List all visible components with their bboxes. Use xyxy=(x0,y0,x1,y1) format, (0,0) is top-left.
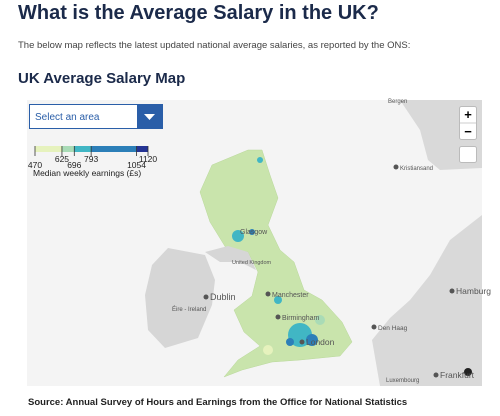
legend-title: Median weekly earnings (£s) xyxy=(33,168,141,178)
info-button[interactable] xyxy=(464,368,472,376)
area xyxy=(306,334,318,346)
legend-segment xyxy=(61,146,75,152)
legend-label: 696 xyxy=(67,160,81,170)
place-label: Dublin xyxy=(210,292,236,302)
legend-label: 793 xyxy=(84,154,98,164)
place-label: Glasgow xyxy=(240,229,268,236)
place-label: Manchester xyxy=(272,292,309,299)
place-label: Birmingham xyxy=(282,315,320,322)
legend-label: 470 xyxy=(28,160,42,170)
city-dot xyxy=(299,339,305,345)
area xyxy=(286,338,294,346)
area xyxy=(249,229,255,235)
city-dot xyxy=(393,164,399,170)
dropdown-text: Select an area xyxy=(35,112,100,123)
legend-segment xyxy=(136,146,148,152)
city-dot xyxy=(203,294,209,300)
place-label: Frankfurt xyxy=(440,370,475,380)
land-northern-ireland xyxy=(205,246,256,270)
city-dot xyxy=(265,291,271,297)
zoom-control: + − xyxy=(459,106,477,376)
reset-button[interactable] xyxy=(459,146,477,163)
map-heading: UK Average Salary Map xyxy=(18,70,186,87)
land-ireland xyxy=(145,248,215,348)
place-label: United Kingdom xyxy=(232,260,272,266)
dropdown-arrow xyxy=(144,114,155,120)
place-label: Luxembourg xyxy=(386,378,419,384)
city-dot xyxy=(371,324,377,330)
legend-segment xyxy=(35,146,62,152)
legend-label: 625 xyxy=(55,154,69,164)
salary-areas xyxy=(232,157,325,355)
page-title: What is the Average Salary in the UK? xyxy=(18,2,379,24)
city-dot xyxy=(433,372,439,378)
place-label: Kristiansand xyxy=(400,166,433,172)
area xyxy=(232,230,244,242)
zoom-in[interactable]: + xyxy=(464,107,472,122)
city-dot xyxy=(275,314,281,320)
place-label: Bergen xyxy=(388,99,407,105)
city-dot xyxy=(449,288,455,294)
source: Source: Annual Survey of Hours and Earni… xyxy=(28,397,408,408)
legend-label: 1054 xyxy=(127,160,146,170)
legend-label: 1120 xyxy=(139,154,158,164)
place-label: Hamburg xyxy=(456,286,491,296)
area xyxy=(315,315,325,325)
area xyxy=(288,323,312,347)
legend-segment xyxy=(74,146,92,152)
place-label: Éire - Ireland xyxy=(172,306,206,313)
land-europe xyxy=(372,215,482,386)
area xyxy=(274,296,282,304)
place-label: London xyxy=(306,337,335,347)
intro: The below map reflects the latest update… xyxy=(18,40,411,51)
area xyxy=(263,345,273,355)
zoom-out[interactable]: − xyxy=(464,124,472,139)
area xyxy=(257,157,263,163)
dropdown[interactable]: Select an area xyxy=(29,104,163,129)
legend-segment xyxy=(91,146,137,152)
place-label: Den Haag xyxy=(378,325,408,332)
